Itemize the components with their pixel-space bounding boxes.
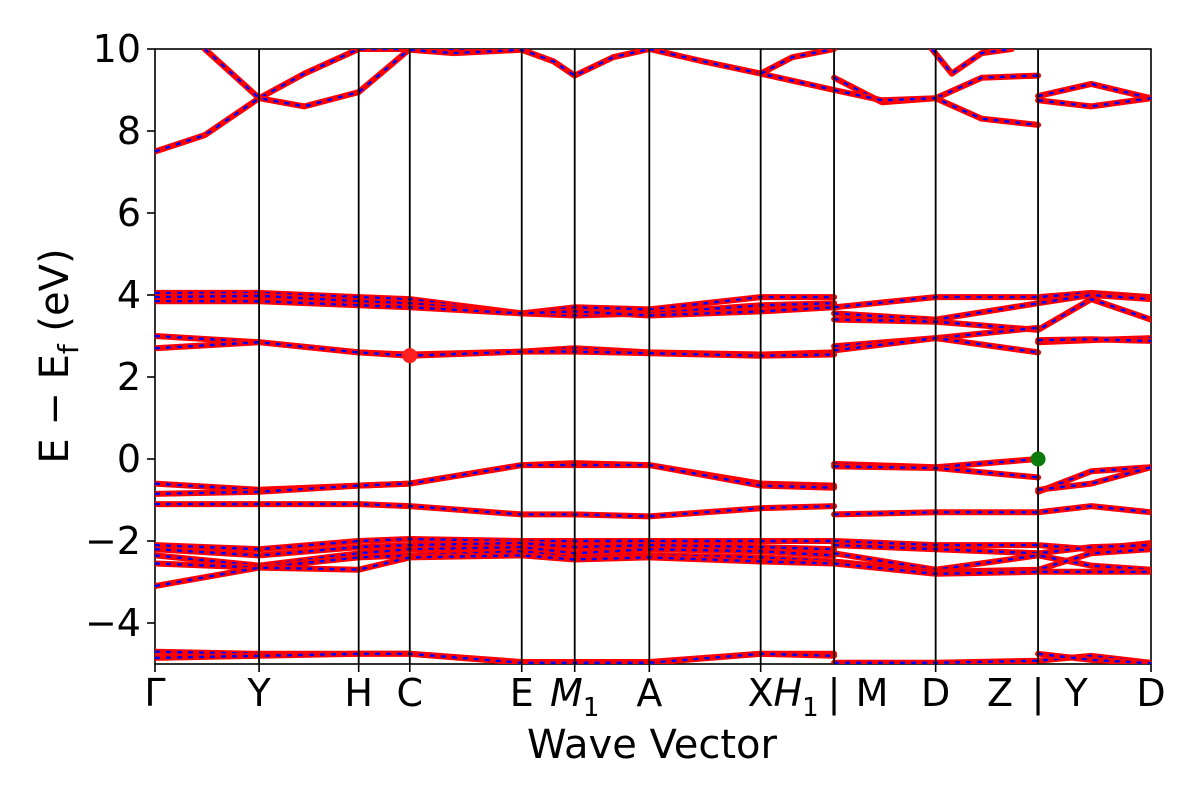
y-tick-label-2: 6 [117, 191, 141, 235]
band-dash-29 [834, 504, 1151, 516]
band-line-9 [1035, 95, 1151, 110]
y-tick-label-0: 10 [93, 27, 141, 71]
y-tick-label-5: 0 [117, 437, 141, 481]
band-line-1 [201, 49, 413, 110]
band-line-23 [155, 462, 838, 497]
x-tick-label-0: Γ [144, 671, 165, 715]
band-dash-36 [834, 543, 1151, 555]
x-tick-label-2: H [344, 671, 373, 715]
band-dash-4 [760, 49, 835, 75]
band-line-4 [757, 49, 838, 77]
band-line-3 [646, 49, 838, 93]
x-axis-title: Wave Vector [527, 722, 778, 768]
cbm-point [402, 348, 418, 364]
x-tick-label-8: H1 [774, 671, 819, 723]
x-tick-label-6: A [636, 671, 662, 715]
band-dash-0 [155, 49, 522, 153]
bands-layer [155, 49, 1151, 664]
band-dash-2 [409, 49, 650, 77]
x-tick-label-15: D [1136, 671, 1165, 715]
band-line-24 [155, 501, 838, 520]
x-tick-label-1: Y [246, 671, 271, 715]
markers-layer [402, 348, 1046, 467]
band-line-8 [1035, 80, 1151, 102]
x-tick-label-14: Y [1063, 671, 1088, 715]
y-axis-title: E − Ef (eV) [32, 248, 85, 463]
vbm-point [1030, 451, 1046, 467]
x-axis-ticks: Γ Y H C E M1 A X H1 | M D Z | Y D [144, 664, 1166, 723]
band-line-14 [155, 339, 838, 359]
y-tick-label-6: −2 [85, 519, 141, 563]
x-tick-label-10: M [856, 671, 889, 715]
x-tick-label-11: D [921, 671, 950, 715]
x-tick-label-4: E [510, 671, 534, 715]
band-dash-39 [833, 562, 1151, 575]
kpoint-lines [258, 49, 1039, 664]
x-tick-label-12: Z [987, 671, 1013, 715]
y-tick-label-3: 4 [117, 273, 141, 317]
x-tick-label-9: | [828, 671, 841, 716]
band-line-28 [1035, 464, 1151, 493]
band-dash-21 [1038, 338, 1151, 343]
band-dash-1 [203, 49, 411, 108]
y-tick-label-7: −4 [85, 601, 141, 645]
band-dash-16 [834, 293, 1151, 321]
x-tick-label-3: C [397, 671, 424, 715]
band-line-43 [1035, 650, 1151, 664]
band-line-34 [155, 552, 838, 590]
band-dash-7 [930, 49, 1012, 75]
x-tick-label-5: M1 [550, 671, 599, 723]
y-tick-label-1: 8 [117, 109, 141, 153]
band-dash-17 [834, 297, 1151, 332]
band-dash-27 [1037, 466, 1151, 493]
x-tick-label-13: | [1032, 671, 1045, 716]
x-tick-label-7: X [748, 671, 774, 715]
y-axis-ticks: 10 8 6 4 2 0 −2 −4 [85, 27, 155, 645]
band-dash-37 [833, 552, 1151, 571]
y-tick-label-4: 2 [117, 355, 141, 399]
